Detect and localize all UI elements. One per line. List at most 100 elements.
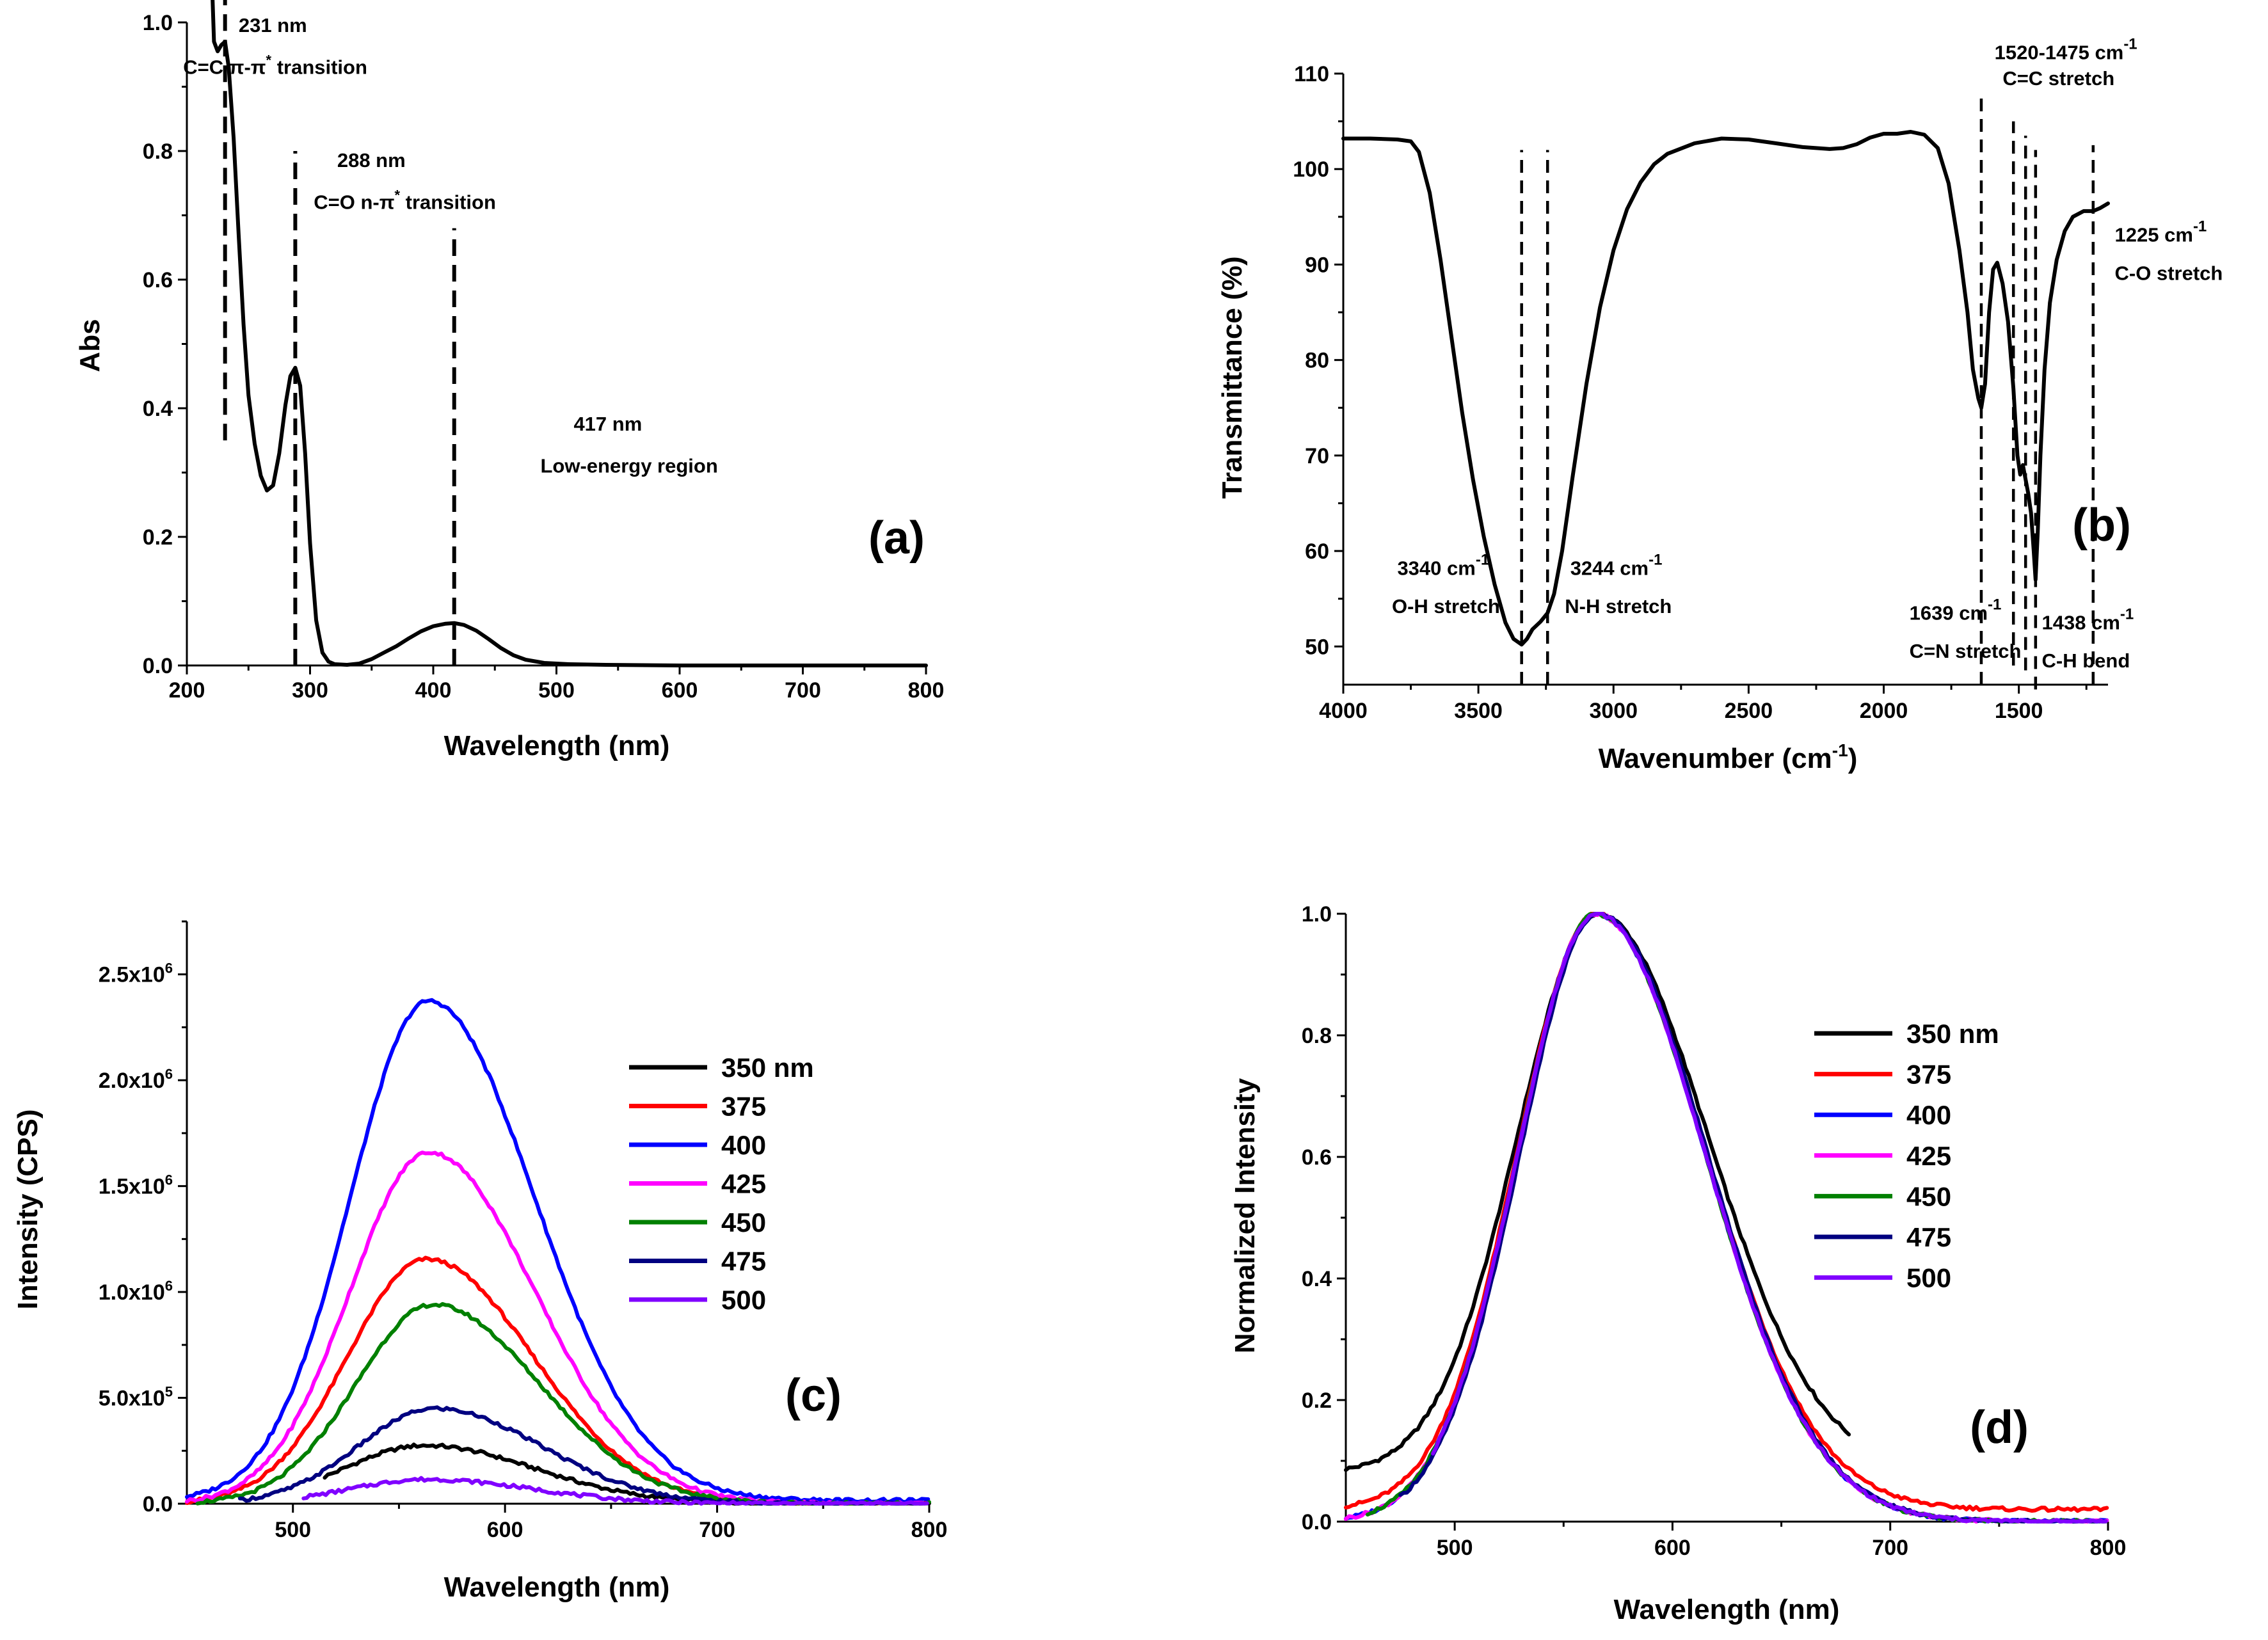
y-axis-title: Normalized Intensity: [1229, 1078, 1261, 1353]
annotation-sup: *: [266, 52, 272, 68]
panel-label: (c): [785, 1370, 842, 1421]
series-line: [301, 1476, 929, 1506]
y-tick-label: 5.0x105: [99, 1384, 173, 1411]
x-tick-label: 500: [1437, 1536, 1473, 1560]
x-axis-title: Wavelength (nm): [444, 730, 670, 761]
x-tick-label: 800: [911, 1518, 948, 1542]
series-line: [1431, 912, 2108, 1524]
y-axis-title: Abs: [74, 319, 106, 372]
y-tick-label: 0.4: [143, 397, 173, 421]
legend-label: 500: [721, 1285, 766, 1315]
y-tick-label: 1.0: [1302, 902, 1332, 927]
annotation-sup: -1: [2120, 605, 2134, 623]
y-tick-exponent: 6: [165, 1066, 173, 1082]
y-tick-label: 2.0x106: [99, 1066, 173, 1093]
legend-label: 400: [1906, 1100, 1951, 1130]
x-axis-title-sup: -1: [1832, 740, 1848, 760]
x-tick-label: 600: [487, 1518, 523, 1542]
x-axis-title: Wavelength (nm): [1614, 1594, 1840, 1625]
annotation-sup: -1: [1988, 596, 2001, 614]
annotation-rest: transition: [271, 56, 367, 78]
panel-label: (d): [1970, 1402, 2029, 1453]
annotation-sup: *: [394, 187, 400, 203]
annotation: 231 nm: [239, 14, 307, 36]
series-line-transmittance: [1341, 130, 2110, 647]
y-tick-label: 0.4: [1302, 1267, 1332, 1291]
x-tick-label: 500: [275, 1518, 311, 1542]
x-tick-label: 700: [699, 1518, 735, 1542]
y-tick-label: 1.0: [143, 11, 173, 35]
legend-label: 350 nm: [721, 1053, 814, 1083]
annotation: O-H stretch: [1392, 595, 1500, 617]
annotation: 1520-1475 cm-1: [1995, 36, 2137, 64]
x-axis-title-end: ): [1848, 743, 1858, 774]
x-axis-title: Wavenumber (cm-1): [1599, 740, 1858, 774]
chart-c: 500 600 700 800 0.0 5.0x105 1.0x106 1.5x106 2.0x…: [12, 920, 948, 1603]
series-line: [1344, 912, 1851, 1472]
x-tick-label: 4000: [1319, 699, 1368, 723]
legend-label: 375: [1906, 1060, 1951, 1090]
x-tick-label: 600: [1654, 1536, 1691, 1560]
y-tick-label: 1.0x106: [99, 1278, 173, 1305]
x-tick-label: 300: [292, 678, 328, 703]
x-tick-label: 600: [662, 678, 698, 703]
series-line: [323, 1442, 931, 1506]
y-tick-exponent: 6: [165, 960, 173, 976]
legend-label: 350 nm: [1906, 1019, 1999, 1049]
y-tick-label: 70: [1305, 444, 1329, 468]
x-tick-label: 200: [169, 678, 205, 703]
annotation-sup: -1: [1476, 551, 1489, 568]
x-axis-title-main: Wavenumber (cm: [1599, 743, 1832, 774]
x-axis-title: Wavelength (nm): [444, 1572, 670, 1603]
x-tick-label: 500: [538, 678, 575, 703]
annotation: 1438 cm-1: [2042, 605, 2134, 633]
y-axis-title: Intensity (CPS): [12, 1110, 44, 1310]
annotation-sup: -1: [2123, 36, 2137, 53]
y-tick-label: 100: [1293, 157, 1329, 182]
y-tick-label: 0.6: [1302, 1145, 1332, 1170]
annotation: N-H stretch: [1565, 595, 1672, 617]
annotation: Low-energy region: [540, 455, 717, 477]
annotation: C=O n-π* transition: [314, 187, 496, 213]
annotation: 288 nm: [337, 149, 406, 171]
y-tick-label: 2.5x106: [99, 960, 173, 987]
annotation: 3244 cm-1: [1570, 551, 1663, 579]
legend-label: 475: [721, 1246, 766, 1277]
series-line: [185, 998, 930, 1504]
y-tick-exponent: 6: [165, 1172, 173, 1188]
y-tick-label: 0.0: [143, 1492, 173, 1517]
y-tick-label: 0.2: [1302, 1389, 1332, 1413]
legend-label: 425: [721, 1169, 766, 1199]
legend-label: 400: [721, 1130, 766, 1160]
annotation-rest: transition: [400, 191, 496, 213]
legend: 350 nm 375 400 425 450 475 500: [1814, 1019, 1999, 1293]
y-tick-label: 80: [1305, 349, 1329, 373]
legend-label: 475: [1906, 1222, 1951, 1252]
x-tick-label: 2000: [1860, 699, 1908, 723]
annotation: C=C stretch: [2002, 67, 2114, 90]
legend-label: 450: [721, 1207, 766, 1238]
legend-label: 425: [1906, 1141, 1951, 1171]
panel-label: (b): [2072, 500, 2131, 551]
annotation: 1639 cm-1: [1910, 596, 2002, 625]
y-tick-label: 0.6: [143, 268, 173, 292]
chart-d: 500 600 700 800 0.0 0.2 0.4 0.6 0.8 1.0 350 nm 375 4…: [1229, 902, 2126, 1625]
chart-b: 4000 3500 3000 2500 2000 1500 50 60 70 80 90 100 110…: [1217, 36, 2223, 774]
annotation: C=N stretch: [1910, 640, 2022, 662]
series-line-abs: [211, 0, 928, 667]
y-tick-label: 0.8: [1302, 1024, 1332, 1048]
legend-label: 375: [721, 1092, 766, 1122]
y-tick-label: 90: [1305, 253, 1329, 277]
annotation: 417 nm: [573, 413, 642, 435]
y-tick-label: 60: [1305, 539, 1329, 564]
annotation-sup: -1: [1649, 551, 1662, 568]
y-axis-title: Transmittance (%): [1217, 257, 1248, 499]
annotation: C-H bend: [2042, 649, 2130, 672]
legend-label: 450: [1906, 1181, 1951, 1211]
annotation: 1225 cm-1: [2115, 218, 2207, 246]
y-tick-label: 110: [1294, 62, 1329, 86]
legend: 350 nm 375 400 425 450 475 500: [629, 1053, 814, 1315]
annotation: C-O stretch: [2115, 262, 2223, 284]
x-tick-label: 400: [415, 678, 452, 703]
